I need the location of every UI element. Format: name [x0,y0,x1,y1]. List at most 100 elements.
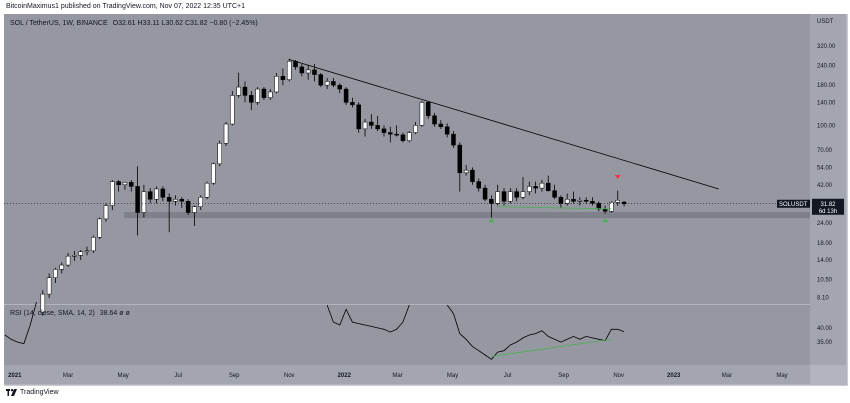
price-axis-tick-label: 14.00 [817,258,833,264]
candle-down [558,196,564,204]
candle-up [91,237,96,252]
candle-up [122,182,128,186]
candle-down [482,187,488,200]
candle-up [609,202,614,212]
rsi-divergence-line [491,338,612,357]
candle-up [217,143,222,165]
candle-up [59,264,65,270]
rsi-line [4,301,625,360]
candle-down [388,132,393,135]
candle-down [166,196,172,202]
candle-down [185,201,191,213]
candle-up [305,69,311,74]
candle-down [501,191,507,202]
price-axis-tick-label: 42.00 [817,183,833,189]
candle-down [425,102,431,117]
red-arrow-down-icon [614,175,621,180]
candle-up [141,191,147,213]
candle-up [72,254,77,257]
time-axis-tick-label: Mar [63,373,73,379]
candle-down [552,190,557,198]
legend-high-value: 33.11 [142,20,160,27]
time-axis-tick-label: 2022 [338,373,352,379]
candle-down [571,198,576,202]
support-zone [124,212,810,219]
price-axis[interactable] [810,14,846,365]
candle-down [590,201,595,204]
candle-up [173,198,178,202]
candle-down [476,181,482,189]
time-axis-tick-label: Jul [504,373,512,379]
price-badge-countdown: 6d 13h [819,209,837,215]
candle-down [369,121,374,126]
price-badge [812,198,844,215]
rsi-legend: RSI (14, close, SMA, 14, 2) 38.64 ø ø [10,310,130,317]
time-axis[interactable] [4,365,810,384]
candle-up [46,277,52,295]
candle-up [103,205,109,220]
candle-up [211,163,216,184]
time-axis-tick-label: Mar [392,373,402,379]
price-axis-tick-label: 240.00 [817,63,836,69]
time-axis-tick-label: 2023 [667,373,681,379]
price-badge-value: 31.82 [820,202,836,208]
candle-up [53,269,58,278]
candle-up [539,182,545,189]
time-axis-tick-label: May [447,373,458,379]
candle-down [242,86,248,96]
rsi-pane[interactable] [4,305,810,365]
candle-down [280,75,286,80]
price-axis-tick-label: 70.00 [817,148,833,154]
footer: TradingView [6,389,59,396]
time-axis-tick-label: Mar [722,373,732,379]
time-axis-tick-label: Nov [613,373,624,379]
legend-change: −0.80 (−2.45%) [209,20,258,27]
tradingview-logo-icon [6,389,17,396]
symbol-legend: SOL / TetherUS, 1W, BINANCE O32.61 H33.1… [10,20,258,27]
candle-down [343,88,349,103]
rsi-legend-text: RSI (14, close, SMA, 14, 2) [10,310,95,317]
price-axis-tick-label: 18.00 [817,241,833,247]
candle-down [602,208,608,212]
candle-down [451,133,456,146]
candle-down [533,186,538,189]
candle-down [312,69,317,75]
candle-up [230,95,235,125]
candle-down [129,182,134,187]
candle-up [236,86,241,96]
price-axis-tick-label: 180.00 [817,83,836,89]
footer-brand: TradingView [20,389,59,396]
candle-up [495,191,500,204]
support-line [497,206,612,210]
candle-up [286,61,292,80]
candle-up [78,251,83,256]
candle-down [489,198,494,204]
candle-down [337,84,343,90]
candle-down [432,115,437,125]
price-axis-tick-label: 140.00 [817,100,836,106]
rsi-axis-tick-label: 40.00 [817,326,833,332]
rsi-legend-value: 38.64 [99,310,118,317]
candle-up [413,125,418,133]
candle-up [84,250,90,253]
candle-down [514,191,519,198]
descending-trendline [289,59,719,190]
candle-up [198,196,204,207]
candle-down [394,133,399,136]
candle-down [299,66,305,74]
price-axis-tick-label: 100.00 [817,123,836,129]
price-pane[interactable] [4,14,810,304]
candle-up [508,191,513,202]
candle-down [596,203,602,210]
candle-up [274,75,279,93]
candle-down [438,123,444,128]
candle-down [546,182,551,191]
candle-down [457,144,463,174]
rsi-axis-tick-label: 35.00 [817,340,833,346]
candle-up [110,181,115,206]
candle-down [179,198,185,202]
time-axis-tick-label: Sep [229,373,240,379]
legend-close-value: 31.82 [190,20,208,27]
candle-up [615,199,621,203]
